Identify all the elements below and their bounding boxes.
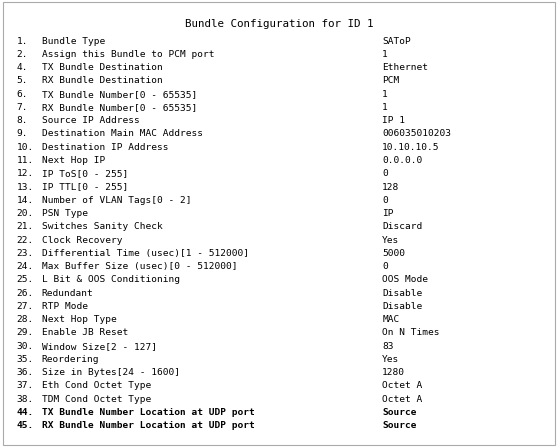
- Text: Eth Cond Octet Type: Eth Cond Octet Type: [42, 381, 151, 390]
- Text: Destination IP Address: Destination IP Address: [42, 143, 169, 152]
- Text: 128: 128: [382, 182, 400, 191]
- Text: 24.: 24.: [17, 262, 34, 271]
- Text: 36.: 36.: [17, 368, 34, 377]
- Text: PCM: PCM: [382, 76, 400, 85]
- Text: Next Hop Type: Next Hop Type: [42, 315, 117, 324]
- Text: MAC: MAC: [382, 315, 400, 324]
- Text: 10.: 10.: [17, 143, 34, 152]
- Text: 11.: 11.: [17, 156, 34, 165]
- Text: Ethernet: Ethernet: [382, 63, 428, 72]
- Text: 23.: 23.: [17, 249, 34, 258]
- Text: On N Times: On N Times: [382, 329, 440, 337]
- Text: 20.: 20.: [17, 209, 34, 218]
- Text: L Bit & OOS Conditioning: L Bit & OOS Conditioning: [42, 275, 180, 284]
- Text: 10.10.10.5: 10.10.10.5: [382, 143, 440, 152]
- Text: Redundant: Redundant: [42, 289, 94, 298]
- Text: 37.: 37.: [17, 381, 34, 390]
- Text: Differential Time (usec)[1 - 512000]: Differential Time (usec)[1 - 512000]: [42, 249, 249, 258]
- Text: 6.: 6.: [17, 90, 28, 99]
- Text: 28.: 28.: [17, 315, 34, 324]
- Text: Next Hop IP: Next Hop IP: [42, 156, 105, 165]
- Text: IP TTL[0 - 255]: IP TTL[0 - 255]: [42, 182, 128, 191]
- Text: 13.: 13.: [17, 182, 34, 191]
- Text: 006035010203: 006035010203: [382, 130, 451, 139]
- Text: TX Bundle Destination: TX Bundle Destination: [42, 63, 162, 72]
- Text: Enable JB Reset: Enable JB Reset: [42, 329, 128, 337]
- Text: Octet A: Octet A: [382, 395, 422, 404]
- Text: 8.: 8.: [17, 116, 28, 125]
- Text: 1: 1: [382, 50, 388, 59]
- Text: Destination Main MAC Address: Destination Main MAC Address: [42, 130, 203, 139]
- Text: OOS Mode: OOS Mode: [382, 275, 428, 284]
- Text: TX Bundle Number[0 - 65535]: TX Bundle Number[0 - 65535]: [42, 90, 197, 99]
- Text: Source: Source: [382, 421, 417, 430]
- Text: TX Bundle Number Location at UDP port: TX Bundle Number Location at UDP port: [42, 408, 254, 417]
- Text: 1: 1: [382, 90, 388, 99]
- Text: Octet A: Octet A: [382, 381, 422, 390]
- Text: 22.: 22.: [17, 236, 34, 245]
- FancyBboxPatch shape: [3, 2, 555, 445]
- Text: 1: 1: [382, 103, 388, 112]
- Text: 29.: 29.: [17, 329, 34, 337]
- Text: Yes: Yes: [382, 355, 400, 364]
- Text: Window Size[2 - 127]: Window Size[2 - 127]: [42, 342, 157, 350]
- Text: 83: 83: [382, 342, 394, 350]
- Text: Yes: Yes: [382, 236, 400, 245]
- Text: 0: 0: [382, 262, 388, 271]
- Text: Disable: Disable: [382, 289, 422, 298]
- Text: SAToP: SAToP: [382, 37, 411, 46]
- Text: 27.: 27.: [17, 302, 34, 311]
- Text: 38.: 38.: [17, 395, 34, 404]
- Text: IP ToS[0 - 255]: IP ToS[0 - 255]: [42, 169, 128, 178]
- Text: 45.: 45.: [17, 421, 34, 430]
- Text: Clock Recovery: Clock Recovery: [42, 236, 122, 245]
- Text: Reordering: Reordering: [42, 355, 99, 364]
- Text: 30.: 30.: [17, 342, 34, 350]
- Text: Assign this Bundle to PCM port: Assign this Bundle to PCM port: [42, 50, 214, 59]
- Text: Disable: Disable: [382, 302, 422, 311]
- Text: 35.: 35.: [17, 355, 34, 364]
- Text: RX Bundle Number[0 - 65535]: RX Bundle Number[0 - 65535]: [42, 103, 197, 112]
- Text: 9.: 9.: [17, 130, 28, 139]
- Text: 14.: 14.: [17, 196, 34, 205]
- Text: 0: 0: [382, 196, 388, 205]
- Text: 12.: 12.: [17, 169, 34, 178]
- Text: 4.: 4.: [17, 63, 28, 72]
- Text: Number of VLAN Tags[0 - 2]: Number of VLAN Tags[0 - 2]: [42, 196, 191, 205]
- Text: Bundle Type: Bundle Type: [42, 37, 105, 46]
- Text: Bundle Configuration for ID 1: Bundle Configuration for ID 1: [185, 19, 373, 29]
- Text: PSN Type: PSN Type: [42, 209, 88, 218]
- Text: Source IP Address: Source IP Address: [42, 116, 140, 125]
- Text: TDM Cond Octet Type: TDM Cond Octet Type: [42, 395, 151, 404]
- Text: 7.: 7.: [17, 103, 28, 112]
- Text: 0.0.0.0: 0.0.0.0: [382, 156, 422, 165]
- Text: RX Bundle Number Location at UDP port: RX Bundle Number Location at UDP port: [42, 421, 254, 430]
- Text: Discard: Discard: [382, 222, 422, 231]
- Text: IP: IP: [382, 209, 394, 218]
- Text: RX Bundle Destination: RX Bundle Destination: [42, 76, 162, 85]
- Text: IP 1: IP 1: [382, 116, 405, 125]
- Text: 0: 0: [382, 169, 388, 178]
- Text: 1280: 1280: [382, 368, 405, 377]
- Text: Switches Sanity Check: Switches Sanity Check: [42, 222, 162, 231]
- Text: 2.: 2.: [17, 50, 28, 59]
- Text: 21.: 21.: [17, 222, 34, 231]
- Text: Source: Source: [382, 408, 417, 417]
- Text: 5000: 5000: [382, 249, 405, 258]
- Text: 25.: 25.: [17, 275, 34, 284]
- Text: 1.: 1.: [17, 37, 28, 46]
- Text: 26.: 26.: [17, 289, 34, 298]
- Text: Max Buffer Size (usec)[0 - 512000]: Max Buffer Size (usec)[0 - 512000]: [42, 262, 237, 271]
- Text: 44.: 44.: [17, 408, 34, 417]
- Text: Size in Bytes[24 - 1600]: Size in Bytes[24 - 1600]: [42, 368, 180, 377]
- Text: RTP Mode: RTP Mode: [42, 302, 88, 311]
- Text: 5.: 5.: [17, 76, 28, 85]
